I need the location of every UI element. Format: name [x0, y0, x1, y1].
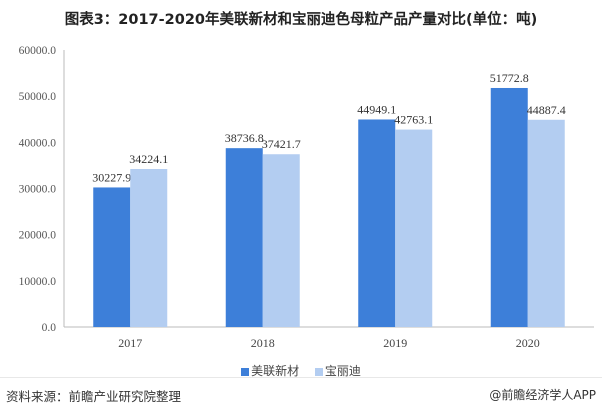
data-label: 38736.8 [225, 131, 264, 145]
legend-label: 宝丽迪 [324, 364, 361, 378]
data-label: 34224.1 [129, 152, 168, 166]
legend-item-meilian: 美联新材 [241, 364, 299, 378]
legend: 美联新材 宝丽迪 [0, 362, 602, 379]
credit: @前瞻经济学人APP [489, 388, 596, 402]
legend-swatch [314, 367, 323, 376]
bar-2020-0 [490, 87, 528, 327]
x-tick-label: 2018 [251, 336, 275, 350]
bar-2017-0 [93, 187, 131, 327]
chart-title: 图表3：2017-2020年美联新材和宝丽迪色母粒产品产量对比(单位：吨) [64, 12, 538, 28]
y-tick-label: 20000.0 [19, 230, 57, 242]
bar-2019-1 [395, 129, 433, 327]
data-label: 44887.4 [527, 103, 566, 117]
data-label: 30227.9 [92, 170, 131, 184]
data-label: 37421.7 [262, 137, 301, 151]
legend-swatch [241, 367, 250, 376]
y-tick-label: 0.0 [42, 322, 57, 334]
x-tick-label: 2019 [383, 336, 407, 350]
legend-label: 美联新材 [251, 364, 300, 378]
bar-2020-1 [527, 119, 565, 327]
legend-item-baolidi: 宝丽迪 [314, 364, 361, 378]
y-tick-label: 30000.0 [19, 184, 57, 196]
bar-2019-0 [358, 119, 396, 327]
bar-2018-1 [262, 154, 300, 327]
data-label: 44949.1 [357, 102, 396, 116]
y-tick-label: 60000.0 [19, 45, 57, 57]
x-tick-label: 2017 [118, 336, 142, 350]
data-label: 51772.8 [490, 71, 529, 85]
bar-2017-1 [130, 168, 168, 327]
y-tick-label: 50000.0 [19, 91, 57, 103]
y-tick-label: 10000.0 [19, 276, 57, 288]
source-note: 资料来源：前瞻产业研究院整理 [6, 389, 182, 404]
bar-2018-0 [225, 148, 263, 327]
divider [0, 377, 602, 378]
x-tick-label: 2020 [516, 336, 540, 350]
data-label: 42763.1 [394, 113, 433, 127]
y-tick-label: 40000.0 [19, 137, 57, 149]
